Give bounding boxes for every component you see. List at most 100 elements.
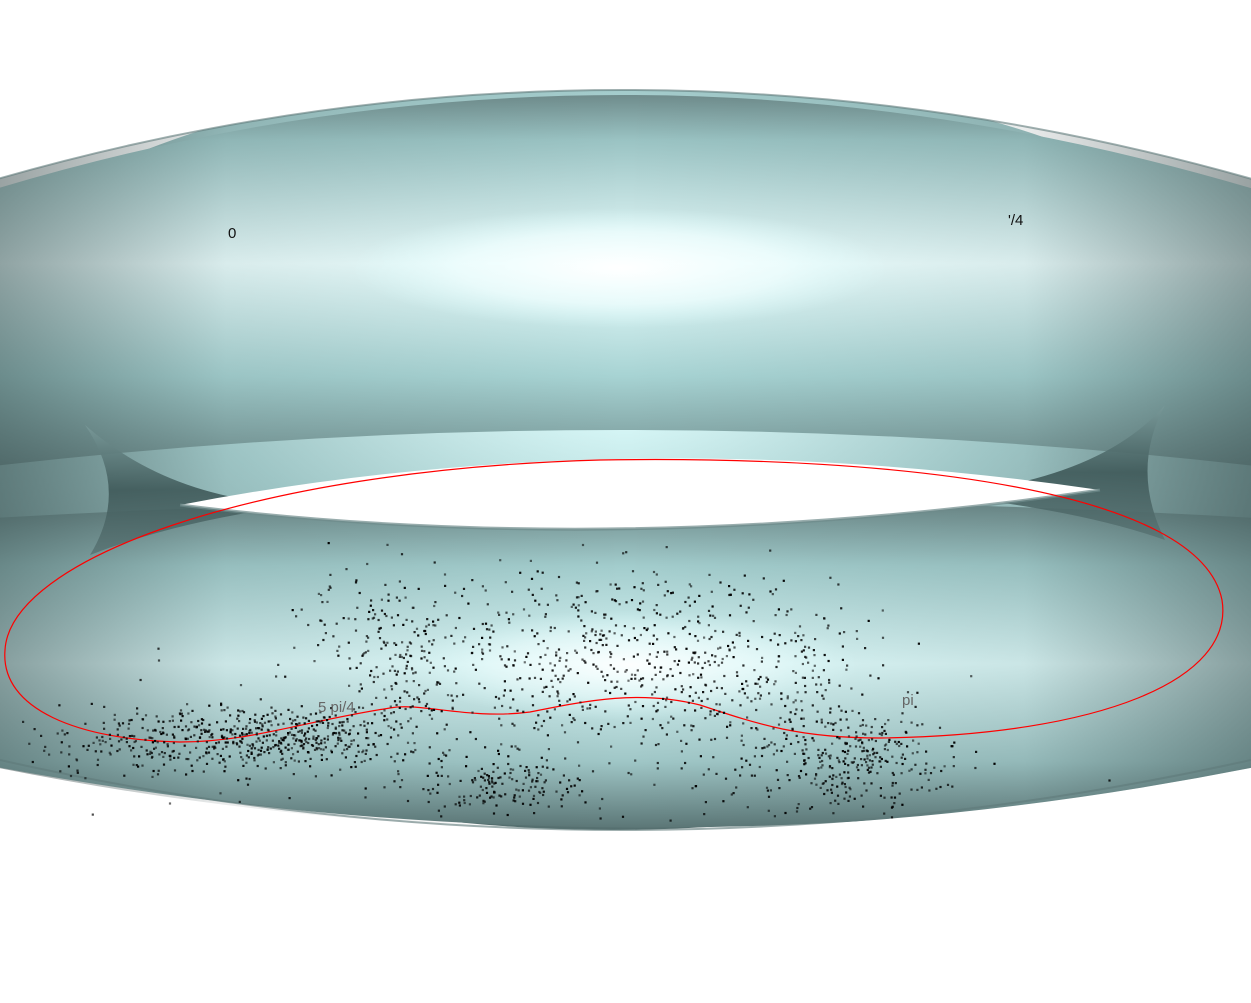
scatter-point	[338, 733, 341, 736]
scatter-point	[357, 744, 360, 747]
scatter-point	[829, 757, 832, 760]
scatter-point	[370, 599, 373, 602]
scatter-point	[544, 615, 547, 618]
scatter-point	[220, 709, 223, 712]
scatter-point	[588, 707, 592, 710]
scatter-point	[828, 681, 831, 684]
scatter-point	[432, 624, 435, 627]
scatter-point	[823, 792, 826, 796]
scatter-point	[625, 601, 628, 604]
scatter-point	[867, 739, 870, 742]
scatter-point	[871, 760, 874, 763]
scatter-point	[326, 726, 329, 730]
scatter-point	[798, 625, 802, 628]
scatter-point	[172, 749, 175, 753]
scatter-point	[420, 649, 424, 652]
scatter-point	[181, 715, 184, 718]
scatter-point	[580, 594, 583, 597]
scatter-point	[274, 709, 277, 712]
scatter-point	[125, 737, 128, 740]
scatter-point	[141, 718, 144, 721]
scatter-point	[598, 807, 601, 810]
scatter-point	[117, 740, 121, 743]
scatter-point	[556, 599, 559, 602]
scatter-point	[653, 690, 656, 694]
scatter-point	[86, 748, 89, 751]
scatter-point	[596, 667, 599, 670]
scatter-point	[233, 725, 236, 728]
scatter-point	[666, 650, 669, 653]
scatter-point	[215, 742, 218, 745]
scatter-point	[927, 778, 930, 781]
scatter-point	[715, 772, 718, 775]
scatter-point	[136, 712, 139, 715]
scatter-point	[832, 812, 835, 815]
scatter-point	[731, 641, 734, 644]
scatter-point	[728, 585, 731, 588]
scatter-point	[886, 760, 889, 763]
scatter-point	[827, 659, 830, 663]
scatter-point	[706, 697, 709, 701]
scatter-point	[269, 747, 272, 750]
scatter-point	[562, 674, 565, 677]
scatter-point	[557, 678, 560, 681]
scatter-point	[536, 570, 539, 573]
scatter-point	[395, 720, 398, 723]
scatter-point	[225, 745, 228, 748]
scatter-point	[207, 745, 211, 748]
scatter-point	[901, 753, 904, 756]
scatter-point	[739, 604, 742, 607]
scatter-point	[208, 736, 211, 739]
scatter-point	[575, 596, 579, 599]
scatter-point	[728, 614, 732, 617]
scatter-point	[839, 718, 842, 721]
scatter-point	[786, 610, 789, 613]
scatter-point	[156, 773, 160, 776]
scatter-point	[277, 744, 280, 747]
scatter-point	[564, 757, 567, 760]
scatter-point	[397, 734, 400, 737]
scatter-point	[871, 763, 874, 766]
scatter-point	[891, 771, 894, 775]
scatter-point	[362, 653, 365, 656]
scatter-point	[727, 644, 730, 648]
scatter-point	[799, 769, 803, 773]
scatter-point	[375, 666, 378, 669]
scatter-point	[468, 803, 471, 806]
scatter-point	[198, 736, 202, 739]
scatter-point	[195, 725, 198, 728]
scatter-point	[440, 774, 443, 777]
scatter-point	[507, 755, 510, 758]
scatter-point	[611, 598, 614, 601]
scatter-point	[688, 674, 691, 677]
scatter-point	[740, 739, 743, 742]
scatter-point	[615, 685, 618, 689]
scatter-point	[341, 721, 344, 724]
scatter-point	[870, 725, 873, 729]
scatter-point	[753, 669, 756, 672]
scatter-point	[548, 695, 551, 698]
scatter-point	[756, 728, 759, 731]
scatter-point	[146, 753, 149, 756]
scatter-point	[570, 785, 573, 788]
scatter-point	[760, 754, 764, 758]
scatter-point	[268, 752, 271, 755]
scatter-point	[746, 806, 749, 809]
scatter-point	[679, 671, 682, 675]
scatter-point	[857, 777, 860, 780]
scatter-point	[417, 698, 420, 701]
scatter-point	[581, 790, 584, 793]
scatter-point	[96, 763, 99, 767]
scatter-point	[630, 673, 634, 676]
scatter-point	[712, 756, 715, 759]
scatter-point	[223, 709, 226, 712]
scatter-point	[343, 748, 346, 751]
scatter-point	[549, 626, 552, 629]
scatter-point	[831, 742, 834, 745]
scatter-point	[493, 791, 496, 794]
scatter-point	[535, 721, 538, 724]
scatter-point	[518, 748, 521, 751]
scatter-point	[673, 660, 676, 663]
scatter-point	[847, 749, 850, 752]
scatter-point	[648, 642, 651, 645]
